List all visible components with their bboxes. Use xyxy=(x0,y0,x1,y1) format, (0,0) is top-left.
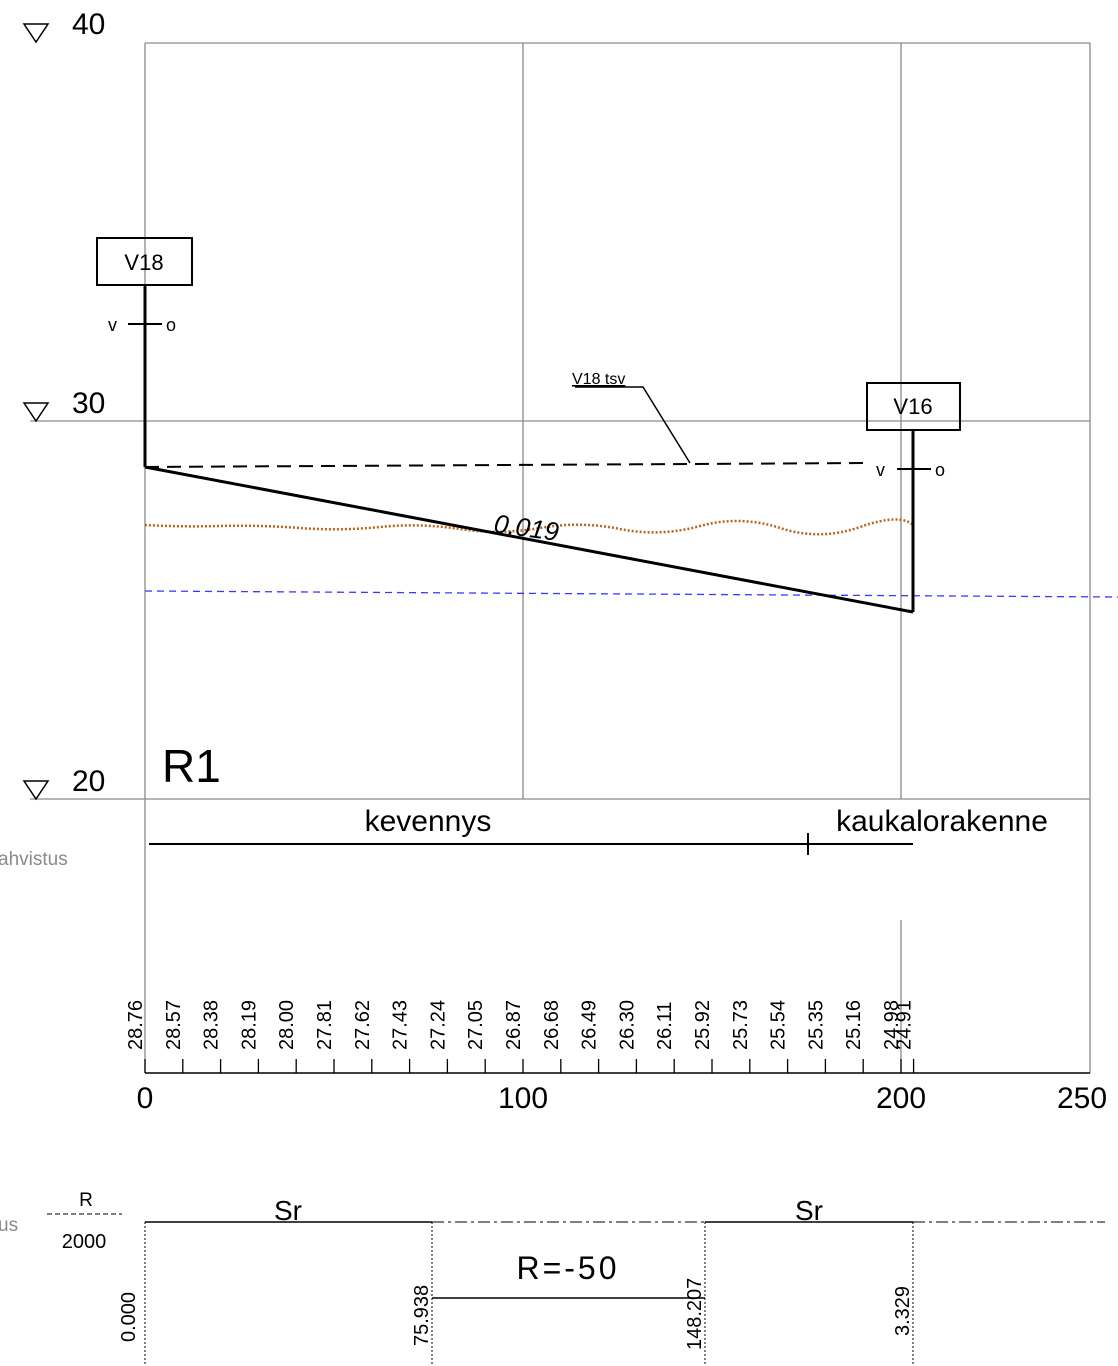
station-elevation-label: 28.76 xyxy=(125,1000,147,1050)
station-axis: 0 100 200 250 xyxy=(137,1059,1107,1115)
station-elevation-label: 24.98 xyxy=(881,1000,903,1050)
station-elevation-label: 27.24 xyxy=(427,1000,449,1050)
axis-tick-label-100: 100 xyxy=(498,1082,548,1115)
elevation-marker-40: 40 xyxy=(22,8,105,44)
station-elevation-label: 27.43 xyxy=(390,1000,412,1050)
elevation-marker-20: 20 xyxy=(22,765,105,801)
well-v16-side-right: o xyxy=(935,460,945,480)
alignment-r-header: R xyxy=(79,1190,93,1211)
axis-tick-label-200: 200 xyxy=(876,1082,926,1115)
station-elevation-label: 24.91 xyxy=(894,1000,916,1050)
alignment-margin-label: us xyxy=(0,1215,18,1236)
axis-tick-label-250: 250 xyxy=(1057,1082,1107,1115)
well-v18-side-right: o xyxy=(166,315,176,335)
alignment-band: us R 2000 Sr Sr R=-50 0.000 75.938 148.2… xyxy=(0,1190,1105,1366)
station-elevation-label: 25.35 xyxy=(805,1000,827,1050)
station-elevation-label: 26.11 xyxy=(654,1001,676,1050)
elevation-label-30: 30 xyxy=(72,387,105,420)
alignment-r-value: 2000 xyxy=(62,1231,107,1253)
alignment-station-0: 0.000 xyxy=(118,1292,140,1342)
alignment-section-1: Sr xyxy=(274,1195,302,1226)
station-elevation-label: 28.19 xyxy=(238,1000,260,1050)
well-v18: V18 v o xyxy=(96,237,193,467)
road-structure-left-label: kevennys xyxy=(365,805,492,838)
alignment-curve-label: R=-50 xyxy=(516,1250,619,1286)
station-elevation-label: 25.92 xyxy=(692,1000,714,1050)
road-structure-band: kevennys kaukalorakenne ahvistus xyxy=(0,799,1091,1073)
alignment-station-3: 3.329 xyxy=(892,1286,914,1336)
elevation-marker-30: 30 xyxy=(22,387,105,423)
terrain-line xyxy=(144,462,867,468)
station-elevation-label: 27.62 xyxy=(352,1000,374,1050)
station-elevation-label: 26.49 xyxy=(579,1000,601,1050)
station-elevation-label: 25.54 xyxy=(768,1000,790,1050)
water-level-line xyxy=(144,590,1118,598)
elevation-label-20: 20 xyxy=(72,765,105,798)
station-elevation-label: 28.57 xyxy=(163,1000,185,1050)
station-elevation-label: 26.87 xyxy=(503,1000,525,1050)
station-elevation-label: 25.73 xyxy=(730,1000,752,1050)
alignment-station-1: 75.938 xyxy=(411,1285,433,1346)
well-v18-label: V18 xyxy=(124,250,163,275)
pipe-id-label: R1 xyxy=(162,740,221,792)
road-structure-right-label: kaukalorakenne xyxy=(836,805,1048,838)
elevation-label-40: 40 xyxy=(72,8,105,41)
alignment-section-2: Sr xyxy=(795,1195,823,1226)
station-elevation-label: 26.30 xyxy=(616,1000,638,1050)
terrain-line-label: V18 tsv xyxy=(572,371,625,388)
terrain-line-leader xyxy=(575,386,691,464)
profile-grid xyxy=(30,42,1091,800)
station-elevation-label: 28.38 xyxy=(201,1000,223,1050)
station-elevation-label: 27.05 xyxy=(465,1000,487,1050)
road-structure-margin-label: ahvistus xyxy=(0,849,68,870)
station-elevation-row: 28.76 28.57 28.38 28.19 28.00 27.81 27.62 27.43… xyxy=(125,1000,916,1050)
well-v16-label: V16 xyxy=(893,394,932,419)
ground-line xyxy=(144,518,914,536)
station-elevation-label: 27.81 xyxy=(314,1000,336,1050)
station-elevation-label: 26.68 xyxy=(541,1000,563,1050)
alignment-station-2: 148.207 xyxy=(684,1278,706,1350)
station-elevation-label: 25.16 xyxy=(843,1000,865,1050)
pipe-line xyxy=(144,465,914,614)
slope-label: 0.019 xyxy=(492,508,561,547)
station-elevation-label: 28.00 xyxy=(276,1000,298,1050)
well-v18-side-left: v xyxy=(108,315,117,335)
well-v16: V16 v o xyxy=(866,382,961,612)
well-v16-side-left: v xyxy=(876,460,885,480)
axis-tick-label-0: 0 xyxy=(137,1082,154,1115)
